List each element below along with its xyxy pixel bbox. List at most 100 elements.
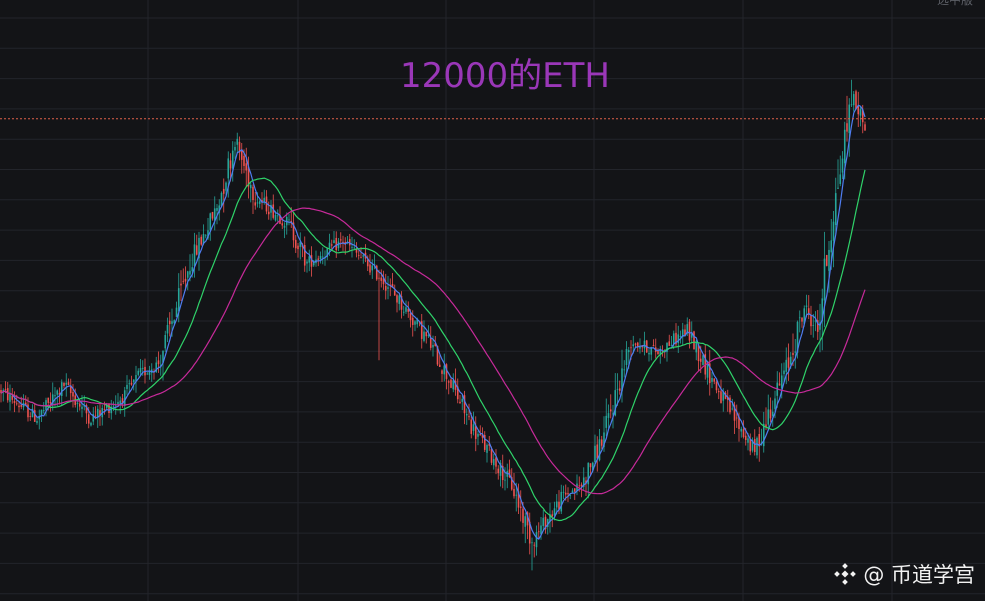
candle-up bbox=[499, 462, 502, 476]
candle-down bbox=[488, 443, 491, 446]
ma-line-5 bbox=[0, 104, 866, 540]
candle-down bbox=[157, 360, 160, 365]
candle-down bbox=[99, 410, 101, 416]
candle-down bbox=[517, 491, 520, 508]
candle-down bbox=[589, 463, 592, 468]
candle-up bbox=[405, 307, 407, 312]
candle-up bbox=[819, 322, 821, 330]
candle-down bbox=[825, 255, 828, 266]
candle-down bbox=[267, 211, 270, 215]
candle-down bbox=[382, 278, 385, 285]
candle-down bbox=[729, 397, 731, 413]
candle-up bbox=[38, 416, 41, 420]
candle-down bbox=[753, 439, 756, 453]
candle-up bbox=[569, 494, 572, 496]
candle-up bbox=[762, 423, 765, 447]
candle-up bbox=[677, 334, 680, 344]
candle-up bbox=[139, 367, 142, 373]
candle-up bbox=[452, 380, 455, 390]
candle-down bbox=[713, 378, 716, 382]
candle-down bbox=[501, 465, 504, 481]
candle-down bbox=[600, 439, 603, 446]
candle-up bbox=[823, 258, 826, 301]
candle-down bbox=[243, 155, 245, 166]
candle-up bbox=[859, 109, 862, 116]
candle-down bbox=[708, 363, 711, 384]
candle-down bbox=[519, 506, 522, 508]
candle-up bbox=[65, 382, 68, 385]
candle-down bbox=[580, 484, 583, 487]
candle-down bbox=[479, 434, 482, 436]
candle-down bbox=[769, 409, 772, 419]
candle-down bbox=[339, 239, 342, 241]
candle-down bbox=[567, 493, 569, 495]
candle-down bbox=[497, 468, 500, 474]
candle-down bbox=[807, 308, 810, 315]
candle-up bbox=[852, 94, 855, 106]
candle-up bbox=[333, 240, 335, 244]
corner-label: 选中版 bbox=[936, 0, 973, 7]
candle-down bbox=[29, 416, 32, 418]
candle-down bbox=[380, 277, 383, 281]
candle-up bbox=[747, 438, 749, 443]
candle-down bbox=[180, 283, 182, 286]
candle-up bbox=[146, 373, 149, 375]
candle-down bbox=[369, 264, 371, 273]
candle-down bbox=[699, 358, 702, 362]
candle-down bbox=[168, 320, 171, 325]
candle-up bbox=[326, 247, 329, 258]
candle-down bbox=[130, 382, 133, 385]
candle-down bbox=[348, 239, 351, 246]
candle-up bbox=[850, 104, 853, 106]
candle-up bbox=[110, 406, 113, 414]
candle-down bbox=[200, 236, 203, 245]
candle-up bbox=[186, 271, 189, 278]
candle-down bbox=[20, 404, 23, 407]
candle-down bbox=[456, 386, 459, 400]
candle-up bbox=[231, 150, 234, 169]
candle-down bbox=[292, 222, 295, 241]
candle-down bbox=[855, 91, 857, 110]
candle-up bbox=[256, 202, 259, 204]
candle-down bbox=[330, 244, 333, 246]
candle-down bbox=[72, 392, 74, 397]
candle-up bbox=[571, 490, 574, 493]
candle-up bbox=[9, 393, 11, 402]
candle-up bbox=[164, 335, 167, 349]
candle-up bbox=[492, 459, 495, 466]
candle-up bbox=[220, 192, 223, 207]
candle-up bbox=[670, 345, 673, 347]
candle-up bbox=[648, 352, 650, 355]
candle-down bbox=[425, 331, 428, 337]
candle-down bbox=[355, 248, 358, 253]
candle-up bbox=[751, 439, 754, 451]
candle-down bbox=[360, 257, 362, 259]
candle-down bbox=[490, 448, 493, 463]
candle-up bbox=[472, 424, 475, 431]
candle-down bbox=[688, 321, 691, 341]
candle-down bbox=[693, 331, 695, 350]
candle-down bbox=[420, 321, 423, 339]
candle-down bbox=[636, 342, 639, 347]
candle-up bbox=[524, 516, 527, 527]
candle-down bbox=[749, 439, 752, 452]
candle-up bbox=[173, 320, 176, 324]
candle-down bbox=[483, 434, 486, 450]
candle-up bbox=[477, 433, 479, 437]
candle-up bbox=[803, 308, 806, 324]
candle-up bbox=[148, 370, 151, 375]
candle-up bbox=[711, 377, 713, 382]
candle-up bbox=[607, 413, 610, 418]
candle-down bbox=[816, 320, 819, 332]
candle-up bbox=[123, 390, 126, 406]
candle-down bbox=[297, 245, 299, 250]
candle-down bbox=[400, 296, 403, 310]
candle-up bbox=[832, 221, 835, 241]
candle-up bbox=[191, 267, 194, 272]
candle-up bbox=[690, 333, 693, 338]
candle-down bbox=[735, 417, 738, 419]
candle-up bbox=[225, 182, 227, 191]
candle-down bbox=[254, 202, 257, 206]
candle-down bbox=[564, 492, 567, 495]
candle-down bbox=[184, 278, 187, 282]
